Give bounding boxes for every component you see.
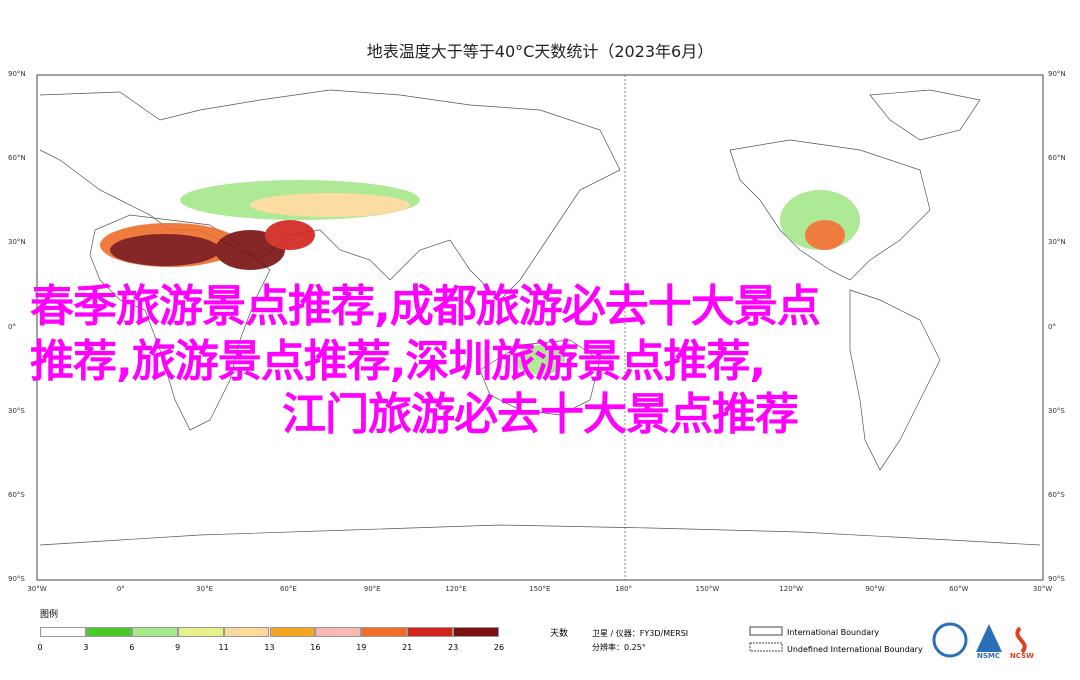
lat-label: 90°N: [8, 70, 26, 78]
lat-label: 60°N: [1048, 154, 1066, 163]
map-title: 地表温度大于等于40°C天数统计（2023年6月）: [366, 42, 714, 61]
lat-label: 60°S: [1048, 490, 1065, 499]
legend-swatch: [223, 627, 270, 637]
lat-label: 60°S: [8, 490, 25, 499]
overlay-text: 推荐,旅游景点推荐,深圳旅游景点推荐,: [30, 336, 766, 387]
lon-label: 150°W: [695, 585, 720, 593]
lon-label: 120°E: [445, 585, 467, 593]
lon-label: 60°W: [949, 585, 969, 593]
lat-label: 60°N: [8, 154, 26, 163]
lat-label: 0°: [1048, 322, 1056, 331]
legend-label: 13: [264, 643, 275, 652]
lon-label: 60°E: [279, 585, 297, 593]
lat-label: 90°S: [8, 575, 25, 584]
overlay-text: 江门旅游必去十大景点推荐: [282, 389, 799, 440]
legend-label: 11: [218, 643, 229, 652]
satellite: 卫星 / 仪器：FY3D/MERSI: [592, 629, 689, 638]
lon-label: 90°E: [363, 585, 381, 593]
overlay-text: 春季旅游景点推荐,成都旅游必去十大景点: [30, 281, 821, 332]
legend-label: 0: [37, 643, 43, 652]
legend-label: 21: [402, 643, 413, 652]
legend-label: 6: [129, 643, 135, 652]
legend-swatch: [361, 627, 408, 637]
lon-label: 30°W: [27, 585, 47, 593]
lon-label: 180°: [615, 585, 633, 593]
legend-swatch: [269, 627, 316, 637]
legend-swatch: [131, 627, 178, 637]
legend-label: 16: [310, 643, 321, 652]
resolution: 分辨率：0.25°: [592, 643, 646, 652]
legend-title: 图例: [40, 610, 59, 620]
logo-text: NSMC: [977, 652, 1001, 660]
lat-label: 30°N: [1048, 238, 1066, 247]
logo-text: NCSW: [1010, 652, 1034, 660]
legend-label: 19: [356, 643, 367, 652]
legend-swatch: [40, 627, 86, 637]
boundary-label: Undefined International Boundary: [787, 645, 923, 654]
legend-swatch: [177, 627, 224, 637]
boundary-keys: [749, 626, 783, 652]
legend-label: 9: [175, 643, 181, 652]
boundary-label: International Boundary: [787, 628, 880, 637]
lon-label: 90°W: [865, 585, 885, 593]
lat-label: 90°S: [1048, 575, 1065, 584]
lat-label: 30°N: [8, 238, 26, 247]
legend-swatch: [85, 627, 132, 637]
lon-label: 150°E: [529, 585, 551, 593]
legend-swatch: [407, 627, 454, 637]
legend-swatch: [453, 627, 499, 637]
legend-label: 26: [493, 643, 505, 652]
lon-label: 30°E: [196, 585, 214, 593]
legend-label: 23: [448, 643, 459, 652]
lon-label: 120°W: [779, 585, 804, 593]
legend-label: 3: [83, 643, 89, 652]
lat-label: 0°: [8, 322, 16, 331]
lat-label: 90°N: [1048, 70, 1066, 78]
lat-label: 30°S: [8, 406, 25, 415]
legend-unit: 天数: [550, 629, 569, 639]
legend-swatch: [315, 627, 362, 637]
lon-label: 30°W: [1032, 585, 1053, 593]
lat-label: 30°S: [1048, 406, 1065, 415]
lon-label: 0°: [116, 585, 125, 593]
logos: [932, 622, 1027, 658]
